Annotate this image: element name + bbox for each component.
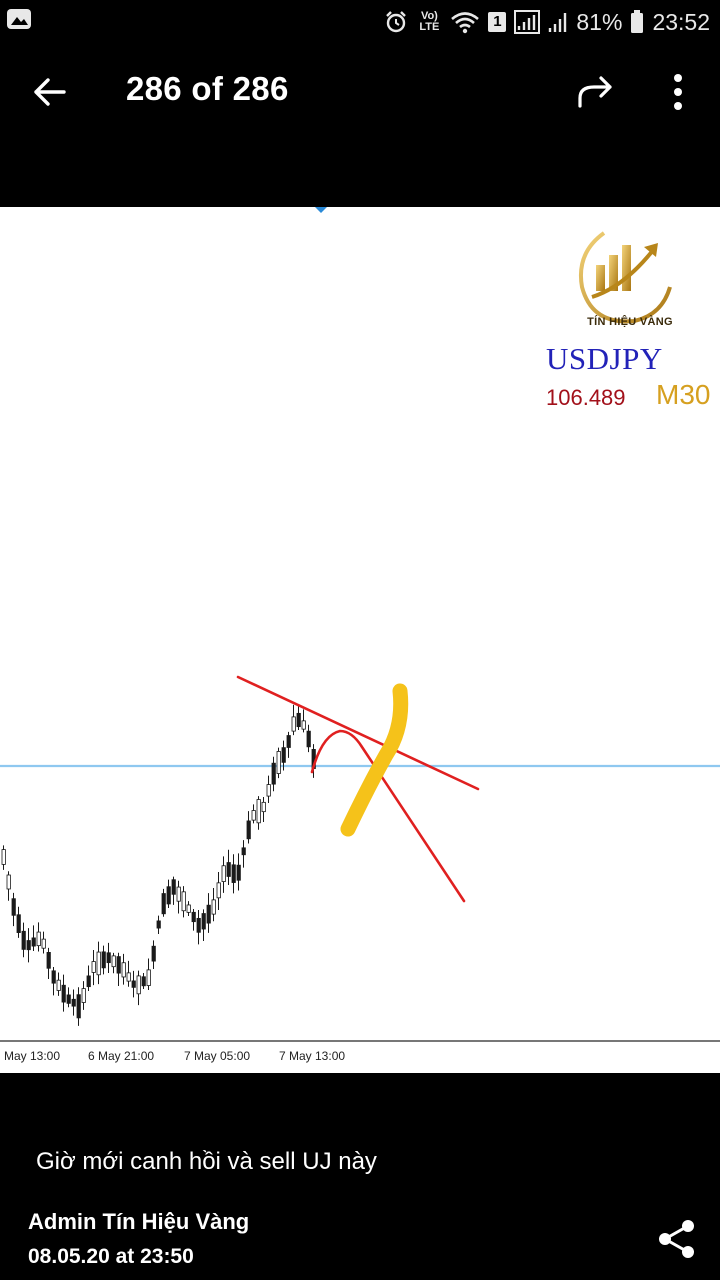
- clock: 23:52: [652, 9, 710, 36]
- candle-body: [282, 748, 285, 763]
- svg-text:ĐẦU TƯ: ĐẦU TƯ: [605, 299, 651, 314]
- candle-body: [162, 894, 165, 914]
- battery-icon: [630, 10, 644, 34]
- candle-body: [202, 914, 205, 930]
- candle-body: [307, 731, 310, 747]
- signal-icon: [514, 10, 540, 34]
- candle-body: [92, 962, 95, 973]
- candle-body: [217, 883, 220, 898]
- candle-body: [242, 848, 245, 855]
- candle-body: [12, 899, 15, 916]
- candle-body: [237, 865, 240, 880]
- candle-body: [192, 912, 195, 921]
- candle-body: [42, 939, 45, 948]
- logo-caption: TÍN HIỆU VÀNG: [560, 316, 700, 328]
- candlestick-chart: [0, 207, 720, 1073]
- candle-body: [227, 863, 230, 877]
- candle-body: [87, 976, 90, 987]
- candle-body: [82, 989, 85, 1003]
- signal-icon: [548, 10, 568, 34]
- x-tick-label: 7 May 13:00: [279, 1049, 345, 1063]
- candle-body: [257, 800, 260, 823]
- more-vert-icon[interactable]: [660, 68, 696, 116]
- candle-body: [102, 952, 105, 968]
- x-tick-label: May 13:00: [4, 1049, 60, 1063]
- candle-body: [262, 802, 265, 811]
- candle-body: [147, 970, 150, 986]
- status-bar: Vo) LTE 1 81% 23:52: [0, 0, 720, 44]
- candle-body: [292, 717, 295, 731]
- candle-body: [7, 875, 10, 889]
- candle-body: [127, 973, 130, 981]
- post-date: 08.05.20 at 23:50: [28, 1245, 194, 1269]
- candle-body: [197, 918, 200, 932]
- wifi-icon: [450, 10, 480, 34]
- share-forward-icon[interactable]: [574, 70, 618, 114]
- candle-body: [137, 976, 140, 994]
- price-label: 106.489: [546, 385, 626, 411]
- app-bar: 286 of 286: [0, 44, 720, 140]
- share-icon[interactable]: [656, 1218, 698, 1260]
- candles: [2, 705, 315, 1026]
- back-arrow-icon[interactable]: [28, 70, 72, 114]
- candle-body: [187, 905, 190, 912]
- candle-body: [57, 980, 60, 990]
- candle-body: [157, 921, 160, 928]
- candle-body: [52, 971, 55, 983]
- candle-body: [142, 977, 145, 986]
- candle-body: [107, 953, 110, 963]
- symbol-label: USDJPY: [546, 341, 663, 377]
- candle-body: [97, 952, 100, 975]
- lte-icon: Vo) LTE: [416, 11, 442, 33]
- candle-body: [287, 736, 290, 748]
- candle-body: [132, 981, 135, 987]
- post-caption: Giờ mới canh hồi và sell UJ này: [36, 1148, 377, 1176]
- candle-body: [72, 999, 75, 1006]
- candle-body: [22, 931, 25, 949]
- candle-body: [47, 952, 50, 968]
- battery-percent: 81%: [576, 9, 622, 36]
- candle-body: [272, 763, 275, 784]
- candle-body: [277, 751, 280, 773]
- x-tick-label: 6 May 21:00: [88, 1049, 154, 1063]
- status-icons: Vo) LTE 1 81% 23:52: [384, 6, 710, 38]
- candle-body: [17, 915, 20, 933]
- page-title: 286 of 286: [126, 70, 289, 108]
- candle-body: [252, 811, 255, 821]
- alarm-icon: [384, 10, 408, 34]
- candle-body: [172, 880, 175, 895]
- candle-body: [167, 887, 170, 904]
- candle-body: [177, 887, 180, 901]
- marker-triangle: [315, 207, 327, 213]
- chart-image[interactable]: ĐẦU TƯ TÍN HIỆU VÀNG USDJPY 106.489 M30 …: [0, 207, 720, 1073]
- candle-body: [32, 938, 35, 946]
- candle-body: [297, 713, 300, 726]
- sim-badge: 1: [488, 12, 506, 32]
- x-tick-label: 7 May 05:00: [184, 1049, 250, 1063]
- candle-body: [222, 866, 225, 882]
- highlight-stroke: [348, 691, 401, 829]
- candle-body: [232, 865, 235, 883]
- candle-body: [182, 892, 185, 911]
- gallery-icon: [6, 8, 32, 30]
- candle-body: [117, 957, 120, 974]
- candle-body: [152, 946, 155, 961]
- candle-body: [212, 900, 215, 914]
- candle-body: [37, 932, 40, 946]
- candle-body: [267, 785, 270, 796]
- post-author: Admin Tín Hiệu Vàng: [28, 1209, 249, 1235]
- timeframe-label: M30: [656, 379, 710, 411]
- candle-body: [122, 963, 125, 977]
- candle-body: [67, 995, 70, 1003]
- candle-body: [27, 941, 30, 950]
- candle-body: [2, 850, 5, 865]
- candle-body: [207, 905, 210, 923]
- candle-body: [77, 995, 80, 1018]
- candle-body: [62, 985, 65, 1002]
- candle-body: [112, 956, 115, 967]
- candle-body: [302, 721, 305, 729]
- candle-body: [247, 821, 250, 839]
